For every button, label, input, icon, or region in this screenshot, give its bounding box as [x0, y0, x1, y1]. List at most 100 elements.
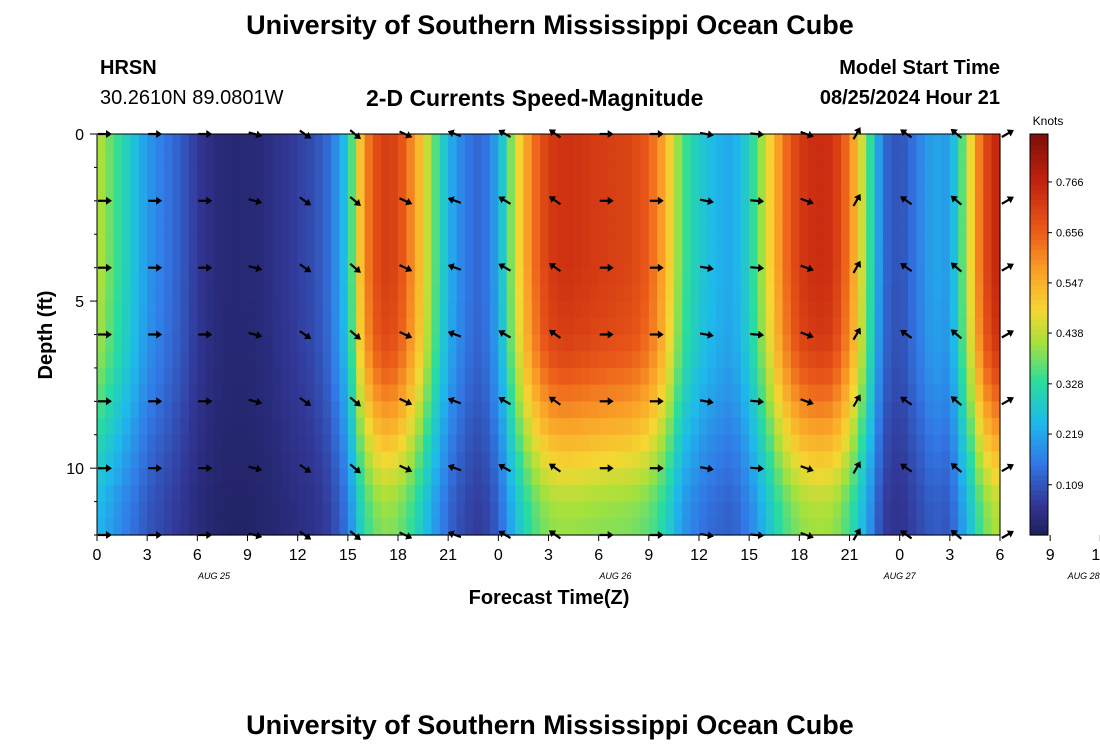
vector-head: [353, 199, 361, 206]
current-vector: [900, 329, 913, 339]
heatmap-cell: [172, 334, 182, 352]
heatmap-cell: [799, 217, 809, 235]
heatmap-cell: [916, 284, 926, 302]
heatmap-cell: [531, 451, 541, 469]
colorbar-segment: [1030, 514, 1048, 521]
heatmap-cell: [247, 217, 257, 235]
heatmap-cell: [381, 184, 391, 202]
heatmap-cell: [757, 351, 767, 369]
heatmap-cell: [824, 317, 834, 336]
heatmap-cell: [974, 267, 984, 285]
heatmap-cell: [924, 401, 934, 419]
heatmap-cell: [849, 334, 859, 352]
heatmap-cell: [105, 301, 115, 319]
heatmap-cell: [130, 434, 140, 453]
heatmap-cell: [214, 167, 224, 185]
heatmap-cell: [214, 434, 224, 453]
heatmap-cell: [431, 501, 441, 519]
heatmap-cell: [891, 217, 901, 235]
heatmap-cell: [414, 150, 424, 169]
heatmap-cell: [690, 351, 700, 369]
x-tick-label: 3: [544, 547, 553, 564]
heatmap-cell: [406, 167, 416, 185]
heatmap-cell: [314, 351, 324, 369]
colorbar-segment: [1030, 459, 1048, 466]
colorbar-segment: [1030, 329, 1048, 336]
current-vector: [599, 330, 614, 339]
heatmap-cell: [197, 250, 207, 269]
heatmap-cell: [623, 434, 633, 453]
heatmap-cell: [640, 184, 650, 202]
heatmap-cell: [807, 150, 817, 169]
vector-head: [353, 399, 361, 407]
heatmap-cell: [665, 484, 675, 503]
heatmap-cell: [640, 351, 650, 369]
heatmap-cell: [556, 418, 566, 436]
heatmap-cell: [230, 518, 240, 536]
heatmap-cell: [339, 484, 349, 503]
heatmap-cell: [899, 484, 909, 503]
heatmap-cell: [715, 434, 725, 453]
heatmap-cell: [632, 451, 642, 469]
heatmap-cell: [339, 501, 349, 519]
heatmap-cell: [406, 418, 416, 436]
x-tick-label: 18: [790, 547, 808, 564]
heatmap-cell: [255, 418, 265, 436]
heatmap-cell: [314, 167, 324, 185]
heatmap-cell: [414, 217, 424, 235]
heatmap-cell: [423, 418, 433, 436]
heatmap-cell: [138, 418, 148, 436]
heatmap-cell: [899, 234, 909, 252]
heatmap-cell: [556, 250, 566, 269]
heatmap-cell: [331, 301, 341, 319]
vector-head: [255, 130, 263, 139]
heatmap-cell: [230, 184, 240, 202]
heatmap-cell: [214, 401, 224, 419]
heatmap-cell: [322, 150, 332, 169]
colorbar-tick-label: 0.766: [1056, 177, 1084, 189]
heatmap-cell: [172, 317, 182, 336]
heatmap-cell: [498, 418, 508, 436]
heatmap-cell: [155, 434, 165, 453]
heatmap-cell: [598, 301, 608, 319]
heatmap-cell: [807, 317, 817, 336]
heatmap-cell: [214, 250, 224, 269]
heatmap-cell: [138, 250, 148, 269]
heatmap-cell: [481, 134, 491, 152]
heatmap-cell: [874, 501, 884, 519]
heatmap-cell: [598, 317, 608, 336]
heatmap-cell: [640, 167, 650, 185]
heatmap-cell: [314, 284, 324, 302]
heatmap-cell: [280, 217, 290, 235]
heatmap-cell: [163, 250, 173, 269]
heatmap-cell: [130, 468, 140, 486]
heatmap-cell: [949, 451, 959, 469]
heatmap-cell: [531, 418, 541, 436]
heatmap-cell: [289, 250, 299, 269]
heatmap-cell: [147, 234, 157, 252]
heatmap-cell: [565, 217, 575, 235]
heatmap-cell: [699, 267, 708, 285]
heatmap-cell: [414, 367, 424, 386]
heatmap-cell: [297, 284, 307, 302]
heatmap-cell: [556, 317, 566, 336]
heatmap-cell: [949, 234, 959, 252]
heatmap-cell: [247, 401, 257, 419]
heatmap-cell: [456, 234, 466, 252]
heatmap-cell: [899, 384, 909, 402]
heatmap-cell: [924, 134, 934, 152]
colorbar-segment: [1030, 454, 1048, 461]
heatmap-cell: [222, 217, 232, 235]
heatmap-cell: [122, 434, 132, 453]
current-vector: [699, 464, 714, 473]
heatmap-cell: [941, 451, 951, 469]
heatmap-cell: [556, 267, 566, 285]
heatmap-cell: [239, 167, 249, 185]
heatmap-cell: [707, 468, 717, 486]
heatmap-cell: [908, 217, 917, 235]
heatmap-cell: [230, 351, 240, 369]
heatmap-cell: [757, 217, 767, 235]
heatmap-cell: [715, 518, 725, 536]
heatmap-cell: [222, 184, 232, 202]
